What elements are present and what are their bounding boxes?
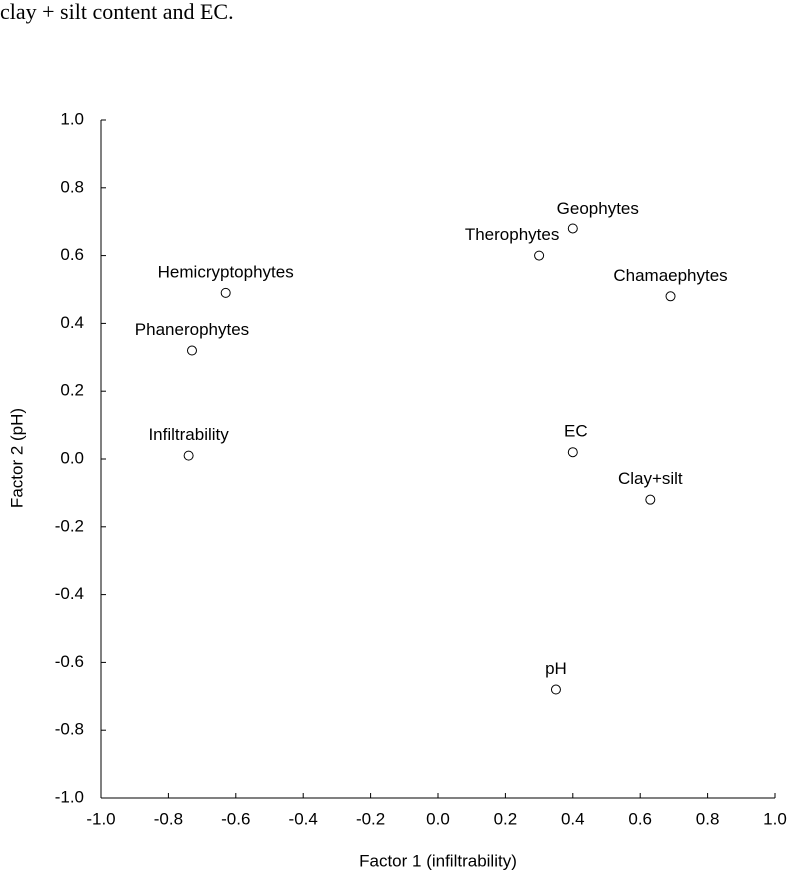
y-tick-label: 0.8 [60, 177, 84, 196]
y-tick-label: 0.6 [60, 245, 84, 264]
y-tick-label: 1.0 [60, 109, 84, 128]
x-tick-label: -0.8 [154, 809, 183, 828]
point-label: Clay+silt [618, 469, 683, 488]
point-label: Chamaephytes [613, 266, 727, 285]
caption: clay + silt content and EC. [0, 0, 234, 24]
x-tick-label: 1.0 [763, 809, 787, 828]
point-label: pH [545, 659, 567, 678]
point [567, 223, 578, 234]
point-label: Infiltrability [148, 425, 229, 444]
point [220, 287, 231, 298]
x-tick-label: 0.2 [494, 809, 518, 828]
y-tick-label: -0.8 [55, 720, 84, 739]
point [534, 250, 545, 261]
point [183, 450, 194, 461]
y-tick-label: -1.0 [55, 787, 84, 806]
x-tick-label: 0.6 [628, 809, 652, 828]
point-label: Hemicryptophytes [158, 262, 294, 281]
x-tick-label: -1.0 [86, 809, 115, 828]
y-tick-label: -0.6 [55, 652, 84, 671]
x-tick-label: 0.0 [426, 809, 450, 828]
y-tick-label: -0.4 [55, 584, 84, 603]
y-tick-label: -0.2 [55, 516, 84, 535]
point [567, 447, 578, 458]
point-label: Phanerophytes [135, 320, 249, 339]
point [665, 291, 676, 302]
point [645, 494, 656, 505]
y-axis-title: Factor 2 (pH) [7, 408, 26, 508]
point-label: Geophytes [557, 199, 639, 218]
y-tick-label: 0.4 [60, 313, 84, 332]
point-label: Therophytes [465, 225, 560, 244]
x-tick-label: 0.8 [696, 809, 720, 828]
point-label: EC [564, 422, 588, 441]
y-tick-label: 0.0 [60, 448, 84, 467]
y-tick-label: 0.2 [60, 381, 84, 400]
point [186, 345, 197, 356]
x-tick-label: -0.2 [356, 809, 385, 828]
x-axis-title: Factor 1 (infiltrability) [359, 851, 517, 870]
x-tick-label: 0.4 [561, 809, 585, 828]
point [550, 684, 561, 695]
x-tick-label: -0.4 [289, 809, 318, 828]
x-tick-label: -0.6 [221, 809, 250, 828]
